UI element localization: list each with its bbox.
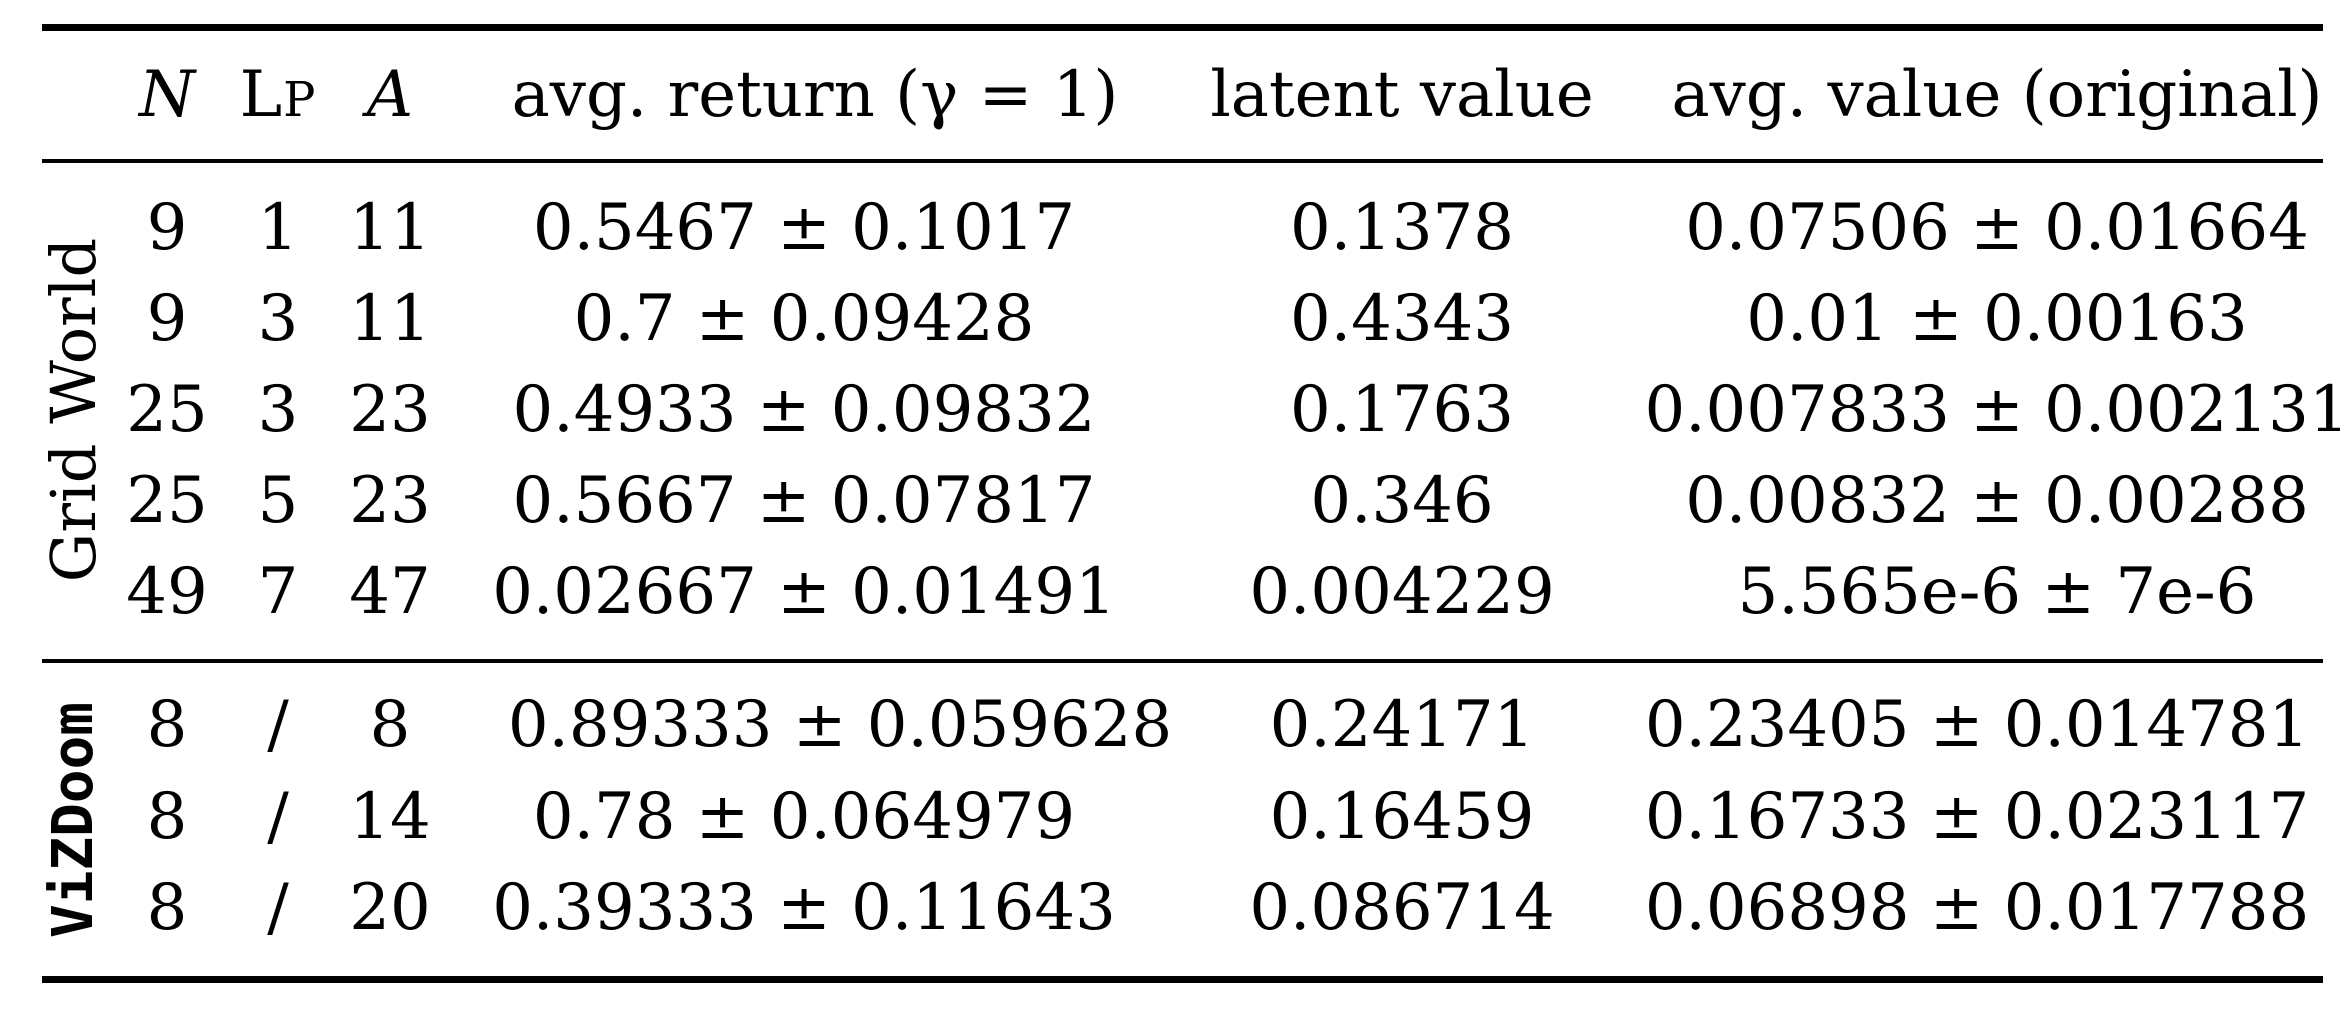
header-latent-value: latent value — [1210, 58, 1594, 132]
cell-avg-return: 0.39333 ± 0.11643 — [492, 871, 1116, 945]
cell-a: 11 — [349, 191, 431, 265]
cell-latent-value: 0.004229 — [1249, 555, 1555, 629]
cell-latent-value: 0.16459 — [1269, 780, 1535, 854]
cell-latent-value: 0.1378 — [1290, 191, 1514, 265]
cell-n: 8 — [146, 871, 188, 945]
cell-avg-value: 0.007833 ± 0.002131 — [1644, 373, 2340, 447]
cell-avg-return: 0.7 ± 0.09428 — [573, 282, 1035, 356]
cell-n: 49 — [126, 555, 208, 629]
cell-lp: 7 — [257, 555, 299, 629]
cell-n: 25 — [126, 373, 208, 447]
cell-a: 8 — [369, 688, 411, 762]
header-avg-value: avg. value (original) — [1671, 58, 2323, 132]
cell-n: 9 — [146, 282, 188, 356]
cell-lp: 1 — [257, 191, 299, 265]
header-rule — [42, 159, 2323, 163]
cell-avg-value: 0.16733 ± 0.023117 — [1644, 780, 2310, 854]
top-rule — [42, 24, 2323, 31]
header-lp: LP — [240, 63, 317, 127]
cell-avg-return: 0.5467 ± 0.1017 — [532, 191, 1076, 265]
cell-n: 8 — [146, 688, 188, 762]
cell-avg-value: 0.07506 ± 0.01664 — [1685, 191, 2309, 265]
header-avg-return: avg. return (γ = 1) — [511, 58, 1119, 132]
cell-avg-return: 0.5667 ± 0.07817 — [512, 464, 1096, 538]
group-separator-rule — [42, 659, 2323, 663]
cell-latent-value: 0.24171 — [1269, 688, 1535, 762]
cell-latent-value: 0.1763 — [1290, 373, 1514, 447]
header-lp-big: L — [239, 58, 284, 132]
cell-lp: / — [267, 780, 289, 854]
cell-latent-value: 0.086714 — [1249, 871, 1555, 945]
cell-a: 23 — [349, 464, 431, 538]
cell-n: 8 — [146, 780, 188, 854]
cell-avg-value: 5.565e-6 ± 7e-6 — [1737, 555, 2257, 629]
cell-lp: / — [267, 688, 289, 762]
header-n: N — [139, 58, 195, 132]
cell-a: 20 — [349, 871, 431, 945]
group-label-vizdoom: ViZDoom — [41, 701, 106, 939]
cell-avg-return: 0.78 ± 0.064979 — [532, 780, 1076, 854]
cell-avg-return: 0.4933 ± 0.09832 — [512, 373, 1096, 447]
cell-latent-value: 0.4343 — [1290, 282, 1514, 356]
cell-lp: 3 — [257, 373, 299, 447]
cell-avg-return: 0.89333 ± 0.059628 — [507, 688, 1173, 762]
cell-avg-value: 0.23405 ± 0.014781 — [1644, 688, 2310, 762]
cell-a: 47 — [349, 555, 431, 629]
cell-n: 25 — [126, 464, 208, 538]
header-a: A — [366, 58, 414, 132]
cell-lp: / — [267, 871, 289, 945]
cell-latent-value: 0.346 — [1310, 464, 1494, 538]
cell-a: 11 — [349, 282, 431, 356]
group-label-grid-world: Grid World — [37, 237, 110, 583]
cell-avg-value: 0.00832 ± 0.00288 — [1685, 464, 2309, 538]
cell-a: 23 — [349, 373, 431, 447]
bottom-rule — [42, 976, 2323, 983]
cell-avg-value: 0.06898 ± 0.017788 — [1644, 871, 2310, 945]
cell-lp: 5 — [257, 464, 299, 538]
header-lp-small: P — [283, 72, 317, 128]
cell-a: 14 — [349, 780, 431, 854]
cell-avg-value: 0.01 ± 0.00163 — [1746, 282, 2248, 356]
cell-n: 9 — [146, 191, 188, 265]
cell-avg-return: 0.02667 ± 0.01491 — [492, 555, 1116, 629]
cell-lp: 3 — [257, 282, 299, 356]
